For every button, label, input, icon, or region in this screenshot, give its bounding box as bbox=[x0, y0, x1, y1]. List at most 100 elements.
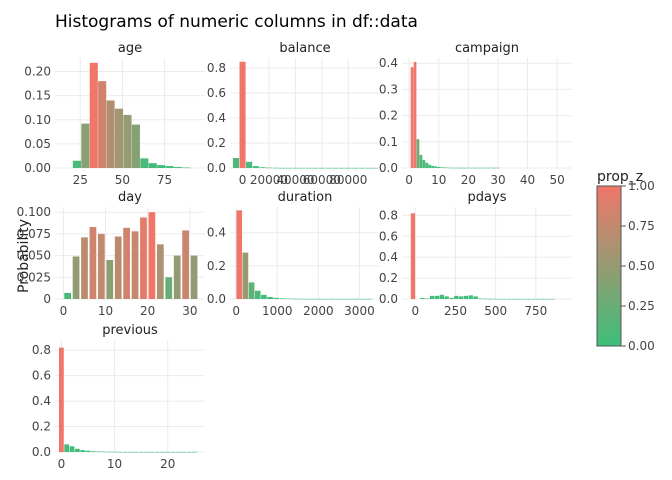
histogram-bar bbox=[425, 162, 429, 168]
histogram-bar bbox=[122, 451, 128, 453]
histogram-bar bbox=[148, 163, 157, 168]
histogram-bar bbox=[85, 450, 91, 452]
histogram-bar bbox=[318, 167, 325, 169]
y-tick-label: 0 bbox=[43, 292, 51, 306]
x-tick-label: 30 bbox=[182, 304, 197, 318]
panel-day: day 0 0.025 0.050 0.075 0.100 0 10 20 30 bbox=[17, 190, 205, 318]
color-legend: prop_z 1.00 0.75 0.50 0.25 0.00 bbox=[596, 169, 655, 353]
histogram-bar bbox=[365, 298, 372, 300]
legend-tick-label: 0.25 bbox=[628, 299, 655, 313]
legend-tick-label: 0.00 bbox=[628, 339, 655, 353]
histogram-bar bbox=[97, 233, 105, 299]
y-tick-label: 0.075 bbox=[17, 227, 51, 241]
histogram-bar bbox=[458, 296, 464, 299]
histogram-bar bbox=[292, 167, 299, 169]
histogram-bar bbox=[298, 298, 304, 300]
histogram-bar bbox=[265, 167, 273, 169]
histogram-bar bbox=[430, 295, 435, 299]
x-tick-label: 2000 bbox=[303, 304, 334, 318]
histogram-bar bbox=[246, 161, 253, 168]
histogram-bar bbox=[345, 167, 352, 169]
y-axis-label: Probability bbox=[16, 219, 32, 293]
x-tick-label: 20 bbox=[140, 304, 155, 318]
y-tick-label: 0.10 bbox=[24, 113, 51, 127]
x-tick-label: 0 bbox=[239, 173, 247, 187]
y-tick-label: 0.6 bbox=[379, 229, 398, 243]
histogram-bar bbox=[232, 158, 239, 168]
histogram-bar bbox=[191, 451, 197, 453]
histogram-bar bbox=[483, 298, 488, 300]
histogram-bar bbox=[531, 298, 536, 300]
histogram-bar bbox=[468, 295, 473, 299]
histogram-bar bbox=[332, 167, 339, 169]
y-tick-label: 0.6 bbox=[32, 369, 51, 383]
x-tick-label: 0 bbox=[60, 304, 68, 318]
histogram-bar bbox=[131, 231, 139, 299]
x-tick-label: 1000 bbox=[262, 304, 293, 318]
histogram-bar bbox=[437, 166, 441, 168]
histogram-bar bbox=[138, 451, 144, 453]
y-tick-label: 0.05 bbox=[24, 137, 51, 151]
histogram-bar bbox=[173, 167, 183, 168]
histogram-bar bbox=[279, 167, 286, 169]
histogram-bar bbox=[422, 160, 426, 168]
histogram-bar bbox=[165, 166, 174, 168]
histogram-bar bbox=[545, 298, 551, 300]
x-tick-label: 10 bbox=[107, 457, 122, 471]
histogram-bar bbox=[446, 167, 449, 169]
histogram-bar bbox=[475, 167, 479, 169]
legend-tick-label: 0.50 bbox=[628, 259, 655, 273]
histogram-bar bbox=[160, 451, 165, 453]
x-tick-label: 250 bbox=[444, 304, 467, 318]
histogram-bar bbox=[484, 167, 488, 169]
y-tick-label: 0.2 bbox=[379, 271, 398, 285]
histogram-bar bbox=[419, 154, 423, 168]
facet-title-pdays: pdays bbox=[468, 190, 507, 205]
x-tick-label: 10 bbox=[431, 173, 446, 187]
x-tick-label: 60000 bbox=[303, 173, 341, 187]
histogram-bar bbox=[236, 210, 243, 299]
y-tick-label: 0.4 bbox=[379, 56, 398, 70]
histogram-bar bbox=[511, 298, 517, 300]
histogram-bar bbox=[305, 167, 312, 169]
y-tick-label: 0.0 bbox=[207, 292, 226, 306]
histogram-bar bbox=[341, 298, 347, 300]
x-tick-label: 3000 bbox=[344, 304, 375, 318]
histogram-bar bbox=[312, 167, 319, 169]
histogram-bar bbox=[186, 451, 192, 453]
y-tick-label: 0.4 bbox=[379, 250, 398, 264]
histogram-bar bbox=[540, 298, 546, 300]
x-tick-label: 25 bbox=[73, 173, 88, 187]
histogram-bar bbox=[434, 166, 438, 168]
histogram-bar bbox=[469, 167, 473, 169]
histogram-bar bbox=[156, 244, 164, 299]
histogram-bar bbox=[90, 451, 96, 452]
x-tick-label: 0 bbox=[412, 304, 420, 318]
histogram-bar bbox=[325, 167, 332, 169]
histogram-bar bbox=[413, 61, 417, 168]
histogram-bar bbox=[550, 298, 555, 300]
histogram-bar bbox=[353, 298, 360, 300]
histogram-bar bbox=[478, 167, 482, 169]
histogram-bar bbox=[410, 67, 414, 168]
y-tick-label: 0.8 bbox=[32, 343, 51, 357]
histogram-bar bbox=[81, 237, 88, 299]
histogram-bar bbox=[371, 167, 378, 169]
histogram-bar bbox=[285, 298, 292, 300]
histogram-bar bbox=[176, 451, 181, 453]
x-tick-label: 750 bbox=[524, 304, 547, 318]
facet-title-campaign: campaign bbox=[455, 41, 519, 56]
histogram-bar bbox=[123, 227, 130, 299]
histogram-bar bbox=[359, 298, 366, 300]
histogram-bar bbox=[458, 167, 461, 169]
histogram-bar bbox=[182, 230, 189, 299]
facet-title-balance: balance bbox=[279, 41, 330, 56]
y-tick-label: 0.050 bbox=[17, 249, 51, 263]
histogram-bar bbox=[74, 448, 80, 452]
histogram-bar bbox=[248, 282, 255, 299]
histogram-bar bbox=[481, 167, 485, 169]
x-tick-label: 20000 bbox=[250, 173, 288, 187]
histogram-bar bbox=[98, 81, 107, 168]
